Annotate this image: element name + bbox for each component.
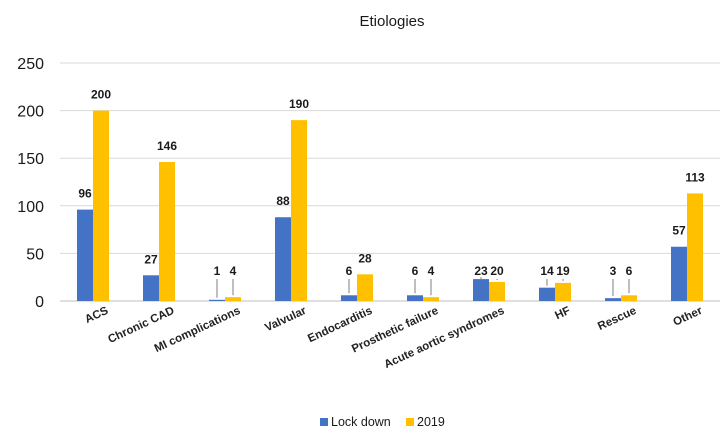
bar-2019	[357, 274, 373, 301]
x-tick-label: Rescue	[596, 305, 638, 333]
y-axis-ticks: 0 50 100 150 200 250	[17, 56, 44, 311]
x-tick-label: Valvular	[263, 305, 309, 335]
data-label: 113	[685, 170, 705, 184]
y-tick-label: 100	[17, 199, 44, 216]
data-label: 6	[412, 264, 419, 278]
data-label: 96	[78, 187, 92, 201]
y-tick-label: 50	[26, 246, 44, 263]
bar-2019	[423, 297, 439, 301]
bar-2019	[621, 295, 637, 301]
data-label: 3	[610, 264, 617, 278]
legend-swatch	[406, 418, 414, 426]
y-tick-label: 0	[35, 294, 44, 311]
bar-lockdown	[341, 295, 357, 301]
bar-2019	[489, 281, 505, 301]
bar-lockdown	[473, 279, 489, 301]
bar-2019	[555, 282, 571, 301]
bar-lockdown	[671, 246, 687, 301]
y-tick-label: 200	[17, 104, 44, 121]
bar-lockdown	[539, 287, 555, 301]
y-tick-label: 150	[17, 151, 44, 168]
bar-2019	[687, 193, 703, 301]
x-tick-label: ACS	[83, 305, 110, 326]
bars	[77, 110, 703, 302]
chart-title: Etiologies	[359, 13, 424, 30]
bar-lockdown	[77, 209, 93, 301]
data-label: 200	[91, 88, 111, 102]
bar-2019	[291, 120, 307, 302]
data-label: 6	[346, 264, 353, 278]
data-label: 23	[474, 264, 488, 278]
data-label: 6	[626, 264, 633, 278]
bar-lockdown	[605, 298, 621, 301]
data-label: 146	[157, 139, 177, 153]
bar-2019	[225, 297, 241, 301]
x-tick-label: Acute aortic syndromes	[382, 305, 506, 371]
legend-swatch	[320, 418, 328, 426]
legend-label: Lock down	[331, 415, 391, 429]
bar-lockdown	[143, 275, 159, 301]
bar-lockdown	[407, 295, 423, 301]
data-label: 88	[276, 194, 290, 208]
bar-2019	[159, 162, 175, 301]
data-label: 57	[672, 224, 686, 238]
data-label: 1	[214, 264, 221, 278]
data-label: 4	[428, 264, 435, 278]
y-tick-label: 250	[17, 56, 44, 73]
data-label: 19	[556, 264, 570, 278]
data-label: 14	[540, 264, 554, 278]
data-label: 4	[230, 264, 237, 278]
bar-lockdown	[275, 217, 291, 301]
data-label: 190	[289, 97, 309, 111]
data-label: 27	[144, 252, 158, 266]
bar-2019	[93, 110, 109, 301]
bar-lockdown	[209, 299, 225, 301]
x-tick-label: Other	[671, 305, 704, 329]
legend-label: 2019	[417, 415, 445, 429]
legend: Lock down 2019	[320, 415, 445, 429]
x-tick-label: HF	[553, 305, 572, 322]
data-label: 20	[490, 264, 504, 278]
data-label: 28	[358, 251, 372, 265]
